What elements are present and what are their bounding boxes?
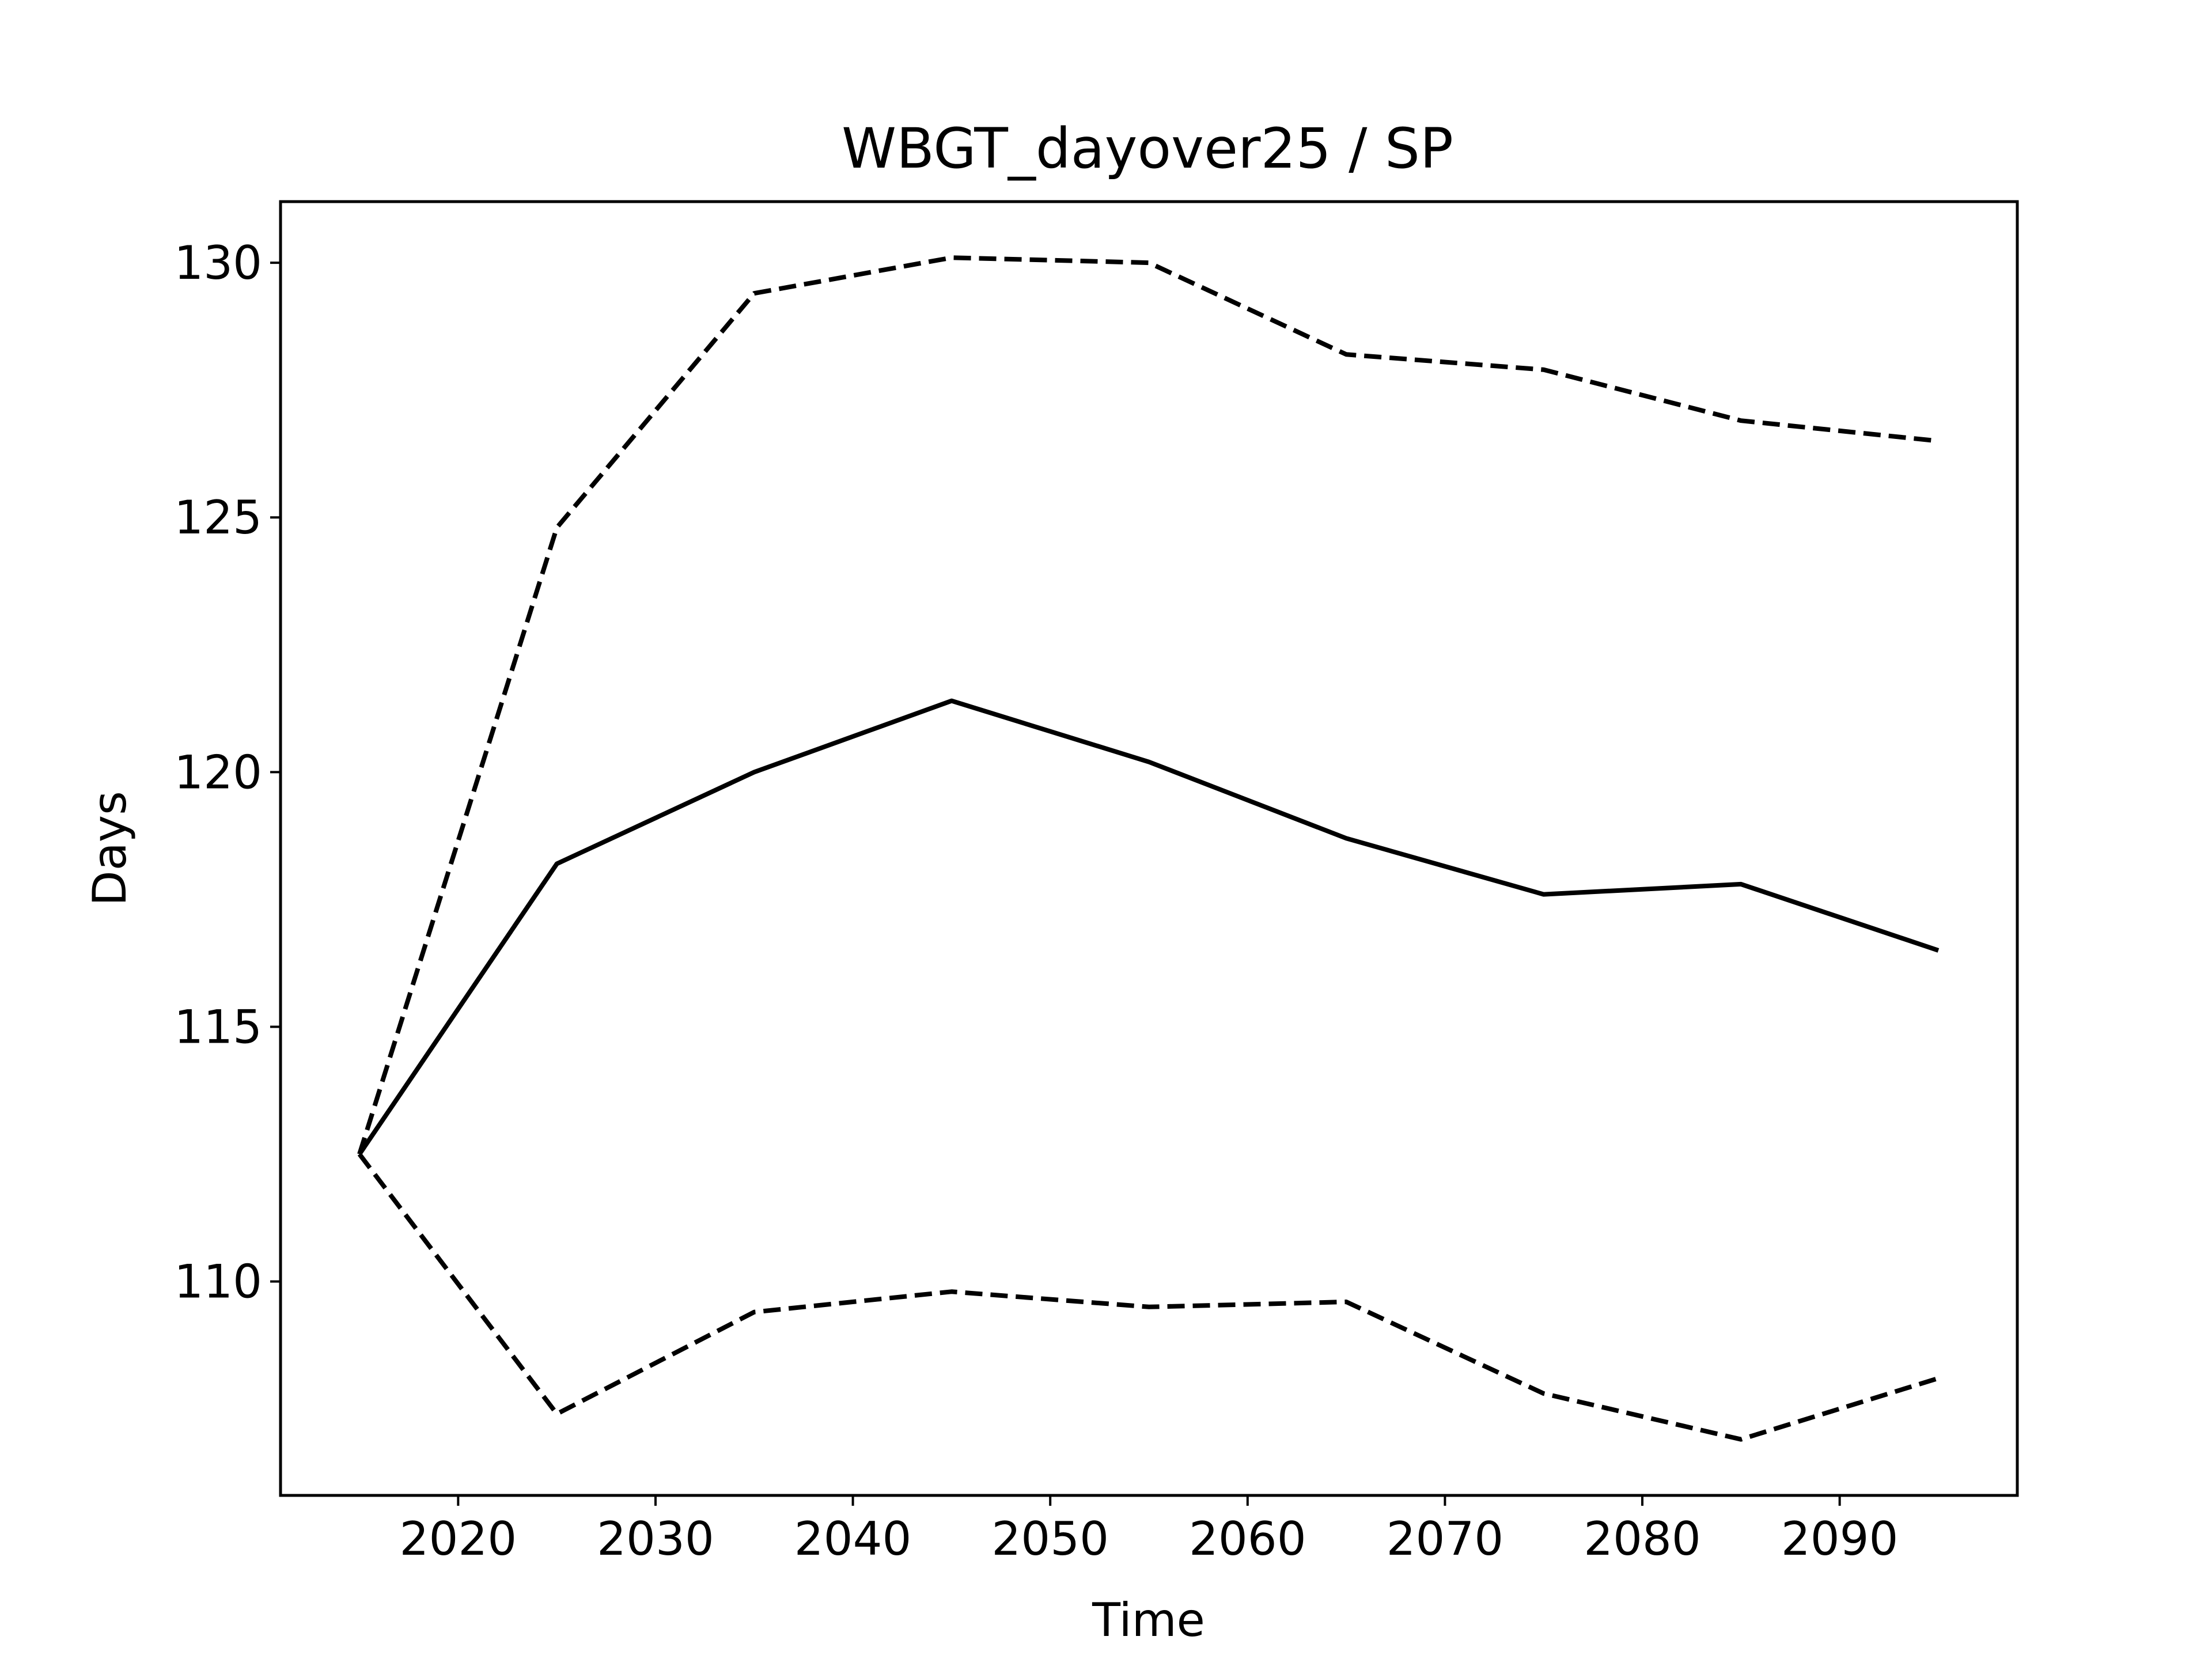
y-axis: 110 115 120 125 130 [174, 236, 281, 1309]
plot-frame [279, 200, 2019, 1497]
x-tick-label: 2070 [1387, 1512, 1504, 1566]
x-axis: 2020 2030 2040 2050 2060 2070 2080 2090 [400, 1495, 1899, 1566]
series-line-2 [357, 698, 1940, 1156]
y-axis-label: Days [83, 791, 137, 906]
y-tick-label: 110 [174, 1255, 262, 1309]
y-tick-label: 125 [174, 491, 262, 544]
x-tick-label: 2090 [1781, 1512, 1899, 1566]
y-tick-label: 120 [174, 745, 262, 799]
x-tick-label: 2080 [1584, 1512, 1701, 1566]
series-line-1 [357, 255, 1939, 1155]
x-tick-label: 2020 [400, 1512, 517, 1566]
x-tick-label: 2040 [794, 1512, 912, 1566]
x-tick-label: 2060 [1189, 1512, 1306, 1566]
series-line-3 [357, 1153, 1940, 1442]
x-tick-label: 2030 [597, 1512, 714, 1566]
x-tick-label: 2050 [991, 1512, 1109, 1566]
series-layer [357, 255, 1940, 1442]
y-tick-label: 115 [174, 1000, 262, 1054]
y-tick-label: 130 [174, 236, 262, 290]
chart-title: WBGT_dayover25 / SP [842, 116, 1453, 181]
x-axis-label: Time [1092, 1593, 1205, 1647]
